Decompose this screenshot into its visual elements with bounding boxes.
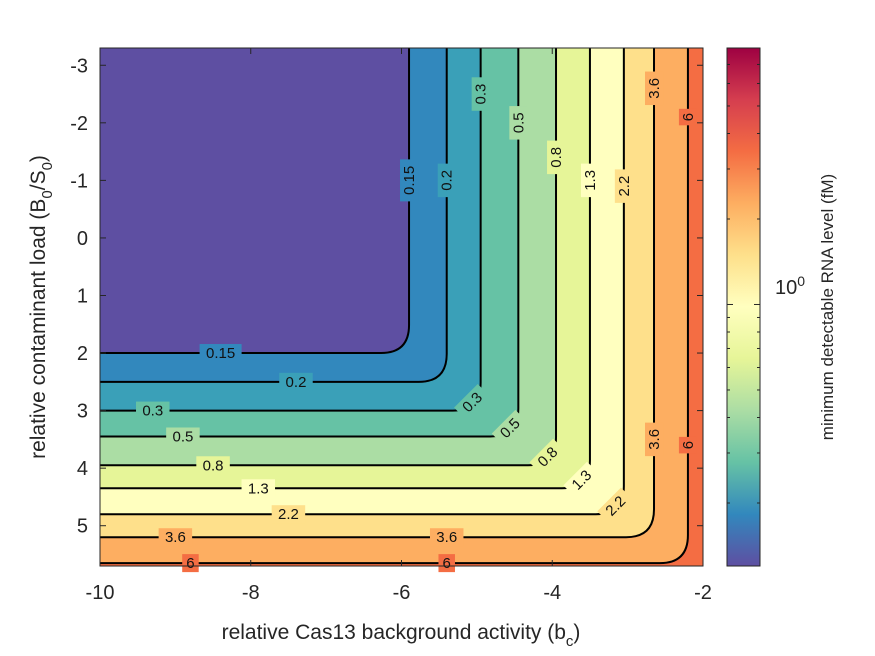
contour-label-v-0.2: 0.2	[437, 163, 456, 198]
contour-label-h-1.3: 1.3	[241, 479, 276, 498]
y-tick-label: 0	[77, 228, 88, 250]
contour-label-h-2.2: 2.2	[271, 505, 306, 524]
svg-text:1.3: 1.3	[248, 480, 269, 497]
svg-text:0.8: 0.8	[203, 457, 224, 474]
contour-label-h-0.3: 0.3	[136, 401, 170, 420]
y-tick-label: 1	[77, 285, 88, 307]
x-axis-ticks: -10 -8 -6 -4 -2	[86, 48, 712, 604]
svg-text:3.6: 3.6	[646, 429, 663, 450]
contour-label-v-1.3: 1.3	[580, 163, 599, 198]
contour-label-v-0.3: 0.3	[471, 77, 490, 111]
svg-text:0.5: 0.5	[510, 112, 527, 133]
svg-text:3.6: 3.6	[165, 529, 186, 546]
x-tick-label: -4	[543, 582, 561, 604]
contour-label-v-3.6: 3.6	[645, 71, 664, 106]
y-tick-label: 3	[77, 401, 88, 423]
y-tick-label: 5	[77, 516, 88, 538]
svg-text:6: 6	[186, 555, 194, 572]
svg-text:2.2: 2.2	[616, 176, 633, 197]
contour-label-h-3.6: 3.6	[158, 528, 193, 547]
y-tick-label: -3	[70, 55, 88, 77]
svg-text:0.15: 0.15	[401, 166, 418, 195]
svg-text:6: 6	[680, 113, 697, 121]
contour-label-v2-6: 6	[678, 436, 697, 454]
svg-text:0.5: 0.5	[172, 429, 193, 446]
contour-line-0.15	[100, 48, 411, 355]
contour-label-v-2.2: 2.2	[614, 169, 633, 203]
contour-labels: 0.150.150.20.20.30.30.30.50.50.50.80.80.…	[136, 71, 697, 573]
svg-text:6: 6	[443, 555, 451, 572]
contour-label-h-0.5: 0.5	[166, 427, 200, 446]
contour-label-h2-3.6: 3.6	[429, 528, 464, 547]
colorbar-tick-label: 100	[775, 273, 805, 299]
svg-text:2.2: 2.2	[278, 506, 299, 523]
y-axis-label: relative contaminant load (B0/S0)	[27, 155, 56, 459]
y-axis-ticks: -3 -2 -1 0 1 2 3 4 5	[70, 55, 703, 538]
svg-text:0.3: 0.3	[473, 84, 490, 105]
colorbar-ticks	[727, 63, 760, 504]
y-tick-label: 2	[77, 343, 88, 365]
y-tick-label: -2	[70, 113, 88, 135]
svg-text:3.6: 3.6	[436, 529, 457, 546]
contour-line-6	[100, 48, 689, 565]
colorbar-label: minimum detectable RNA level (fM)	[818, 174, 837, 440]
svg-text:6: 6	[680, 441, 697, 449]
y-tick-label: -1	[70, 170, 88, 192]
contour-label-h-0.15: 0.15	[199, 344, 242, 363]
contour-label-v-0.8: 0.8	[547, 140, 566, 175]
svg-text:0.8: 0.8	[548, 147, 565, 168]
svg-text:1.3: 1.3	[582, 170, 599, 191]
contour-line-0.2	[100, 48, 448, 383]
x-tick-label: -6	[393, 582, 411, 604]
x-axis-label: relative Cas13 background activity (bc)	[222, 621, 581, 650]
x-tick-label: -10	[86, 582, 115, 604]
contour-label-v-0.15: 0.15	[400, 159, 419, 202]
svg-text:0.15: 0.15	[206, 345, 235, 362]
x-tick-label: -8	[242, 582, 260, 604]
contour-label-h2-6: 6	[438, 554, 455, 573]
contour-label-h-0.2: 0.2	[279, 372, 313, 391]
colorbar	[726, 47, 761, 567]
contour-label-v-6: 6	[678, 108, 697, 126]
contour-label-v2-3.6: 3.6	[645, 422, 664, 457]
contour-label-v-0.5: 0.5	[509, 106, 528, 140]
svg-text:0.2: 0.2	[439, 170, 456, 191]
svg-text:3.6: 3.6	[646, 78, 663, 99]
contour-label-h-6: 6	[182, 554, 199, 573]
svg-text:0.2: 0.2	[286, 374, 307, 391]
x-tick-label: -2	[694, 582, 712, 604]
svg-text:0.3: 0.3	[142, 403, 163, 420]
contour-label-h-0.8: 0.8	[196, 456, 230, 475]
contour-line-3.6	[100, 48, 656, 539]
y-tick-label: 4	[77, 458, 88, 480]
